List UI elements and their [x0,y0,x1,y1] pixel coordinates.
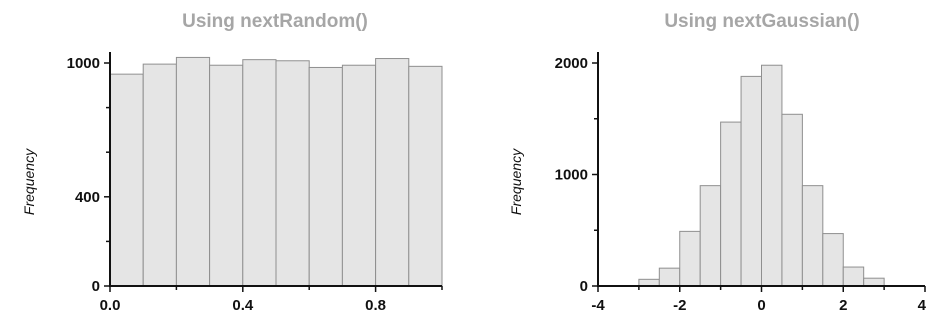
histogram-bar-gaussian-5 [740,75,762,287]
y-tick-label-gaussian-2: 2000 [555,55,588,72]
y-tick-label-uniform-2: 1000 [67,55,100,72]
y-tick-label-gaussian-1: 1000 [555,167,588,184]
histogram-bar-gaussian-0 [638,278,660,287]
gaussian-histogram: Using nextGaussian() Frequency 0 1000 2000… [508,11,927,314]
histogram-bar-uniform-9 [408,65,443,287]
ticks-uniform: 0 400 1000 0.0 0.4 0.8 [67,55,443,314]
y-axis-label-gaussian: Frequency [508,148,524,215]
histogram-bar-gaussian-3 [699,185,722,287]
x-tick-label-uniform-1: 0.4 [232,297,254,314]
histogram-bar-uniform-2 [175,56,211,287]
histogram-bar-gaussian-2 [679,230,701,287]
x-tick-label-gaussian-0: -4 [591,297,605,314]
x-tick-label-uniform-2: 0.8 [365,297,386,314]
histogram-bar-uniform-7 [341,64,377,287]
histogram-bar-gaussian-7 [781,113,803,287]
histogram-bar-gaussian-8 [801,185,824,287]
histogram-bar-gaussian-9 [822,233,844,287]
y-tick-label-gaussian-0: 0 [580,278,588,295]
histogram-bar-gaussian-4 [720,121,742,287]
x-tick-label-gaussian-1: -2 [673,297,686,314]
y-axis-label-uniform: Frequency [21,148,37,215]
uniform-histogram: Using nextRandom() Frequency 0 400 1000 0.0… [21,11,443,314]
histogram-bar-uniform-5 [275,60,310,287]
bars-uniform [109,56,443,287]
bars-gaussian [638,64,885,287]
histogram-bar-uniform-0 [109,73,144,287]
histogram-bar-gaussian-10 [842,266,865,287]
histogram-bar-uniform-4 [242,59,277,287]
x-tick-label-gaussian-4: 4 [918,297,927,314]
y-tick-label-uniform-0: 0 [92,278,100,295]
x-tick-label-gaussian-3: 2 [839,297,847,314]
x-tick-label-uniform-0: 0.0 [100,297,121,314]
histogram-bar-gaussian-6 [761,64,783,287]
histogram-bar-gaussian-1 [658,267,681,287]
histogram-bar-gaussian-11 [863,277,885,287]
chart-title-uniform: Using nextRandom() [182,11,368,32]
histogram-bar-uniform-6 [308,66,343,287]
chart-title-gaussian: Using nextGaussian() [664,11,859,32]
y-tick-label-uniform-1: 400 [75,189,100,206]
histogram-bar-uniform-3 [209,64,244,287]
histogram-bar-uniform-1 [142,63,177,287]
histogram-bar-uniform-8 [375,58,410,287]
ticks-gaussian: 0 1000 2000 -4 -2 0 2 4 [555,55,927,314]
x-tick-label-gaussian-2: 0 [757,297,765,314]
